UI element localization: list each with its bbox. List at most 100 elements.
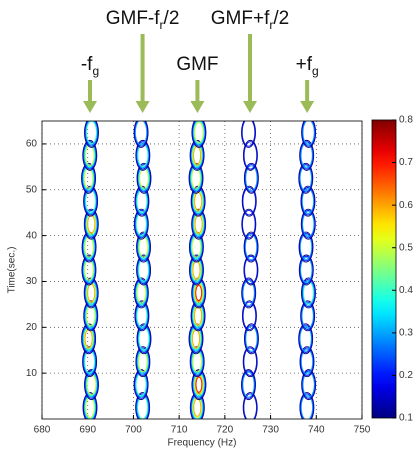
contour-line bbox=[138, 258, 149, 282]
contour-line bbox=[192, 121, 206, 147]
contour-line bbox=[82, 347, 97, 376]
contour-line bbox=[300, 393, 314, 419]
contour-line bbox=[135, 346, 151, 378]
contour-line bbox=[136, 254, 152, 286]
contour-line bbox=[298, 231, 314, 263]
contour-line bbox=[302, 279, 315, 306]
contour-line bbox=[299, 234, 313, 261]
contour-line bbox=[243, 393, 257, 419]
contour-line bbox=[299, 139, 315, 171]
contour-line bbox=[84, 369, 99, 401]
x-tick-label: 730 bbox=[262, 425, 279, 436]
contour-line bbox=[299, 232, 313, 262]
contour-line bbox=[298, 324, 313, 353]
x-tick-label: 720 bbox=[217, 425, 234, 436]
contour-line bbox=[299, 346, 315, 378]
contour-line bbox=[241, 300, 257, 332]
contour-line bbox=[192, 351, 202, 373]
colorbar-tick-label: 0.6 bbox=[399, 200, 413, 211]
contour-line bbox=[134, 121, 148, 147]
contour-line bbox=[194, 306, 203, 326]
x-tick-label: 690 bbox=[79, 425, 96, 436]
contour-line bbox=[244, 232, 258, 262]
contour-line bbox=[192, 304, 204, 328]
contour-line bbox=[301, 369, 317, 401]
annotation-part: -f bbox=[81, 54, 93, 75]
contour-line bbox=[83, 258, 95, 282]
contour-line bbox=[301, 121, 316, 147]
contour-line bbox=[135, 211, 148, 238]
arrow-head bbox=[83, 101, 97, 113]
annotation-part: /2 bbox=[273, 8, 289, 29]
contour-line bbox=[135, 393, 150, 419]
contour-line bbox=[137, 350, 149, 374]
annotation-part: +f bbox=[296, 54, 313, 75]
contour-line bbox=[301, 121, 317, 148]
contour-line bbox=[83, 348, 96, 375]
contour-line bbox=[300, 347, 314, 376]
contour-line bbox=[189, 139, 205, 171]
contour-line bbox=[300, 142, 313, 169]
contour-line bbox=[83, 141, 97, 170]
contour-line bbox=[136, 255, 151, 285]
contour-line bbox=[241, 370, 256, 399]
contour-line bbox=[134, 209, 149, 239]
contour-line bbox=[83, 166, 94, 190]
contour-line bbox=[300, 301, 315, 331]
contour-line bbox=[136, 304, 148, 328]
contour-line bbox=[135, 301, 149, 331]
contour-line bbox=[192, 260, 201, 280]
contour-line bbox=[86, 213, 96, 235]
contour-line bbox=[299, 392, 315, 419]
contour-line bbox=[82, 257, 96, 283]
contour-line bbox=[189, 165, 203, 192]
contour-line bbox=[138, 166, 150, 190]
contour-line bbox=[243, 347, 257, 376]
contour-line bbox=[133, 369, 149, 401]
contour-line bbox=[301, 188, 315, 215]
contour-line bbox=[82, 255, 96, 285]
contour-line bbox=[86, 305, 96, 327]
contour-line bbox=[195, 376, 203, 393]
contour-line bbox=[139, 167, 149, 189]
y-tick-label: 50 bbox=[26, 184, 38, 195]
contour-line bbox=[84, 121, 99, 147]
contour-line bbox=[84, 350, 96, 374]
contour-line bbox=[298, 162, 314, 194]
contour-line bbox=[301, 370, 316, 399]
contour-line bbox=[190, 166, 202, 190]
colorbar-tick-label: 0.4 bbox=[399, 285, 413, 296]
contour-line bbox=[299, 141, 314, 170]
contour-line bbox=[243, 141, 258, 170]
contour-line bbox=[242, 187, 257, 216]
plot-frame bbox=[41, 120, 363, 420]
contour-line bbox=[136, 142, 149, 169]
contour-line bbox=[191, 209, 206, 239]
colorbar-tick-label: 0.2 bbox=[399, 370, 413, 381]
contour-line bbox=[191, 302, 205, 329]
x-tick-label: 740 bbox=[308, 425, 325, 436]
contour-line bbox=[84, 302, 97, 329]
contour-line bbox=[302, 121, 315, 146]
contours bbox=[81, 121, 317, 419]
contour-line bbox=[191, 121, 207, 148]
contour-line bbox=[244, 164, 259, 193]
contour-line bbox=[136, 141, 150, 170]
contour-line bbox=[191, 258, 202, 282]
contour-line bbox=[301, 277, 316, 309]
annotation: +fg bbox=[296, 54, 319, 78]
contour-line bbox=[245, 325, 258, 352]
contour-line bbox=[241, 121, 256, 147]
contour-line bbox=[191, 259, 202, 281]
contour-line bbox=[83, 185, 99, 217]
colorbar-tick-label: 0.7 bbox=[399, 157, 413, 168]
contour-line bbox=[85, 304, 97, 328]
contour-line bbox=[195, 285, 203, 301]
contour-line bbox=[190, 300, 206, 332]
contour-line bbox=[194, 122, 204, 143]
contour-line bbox=[243, 254, 259, 286]
contour-line bbox=[191, 301, 205, 331]
contour-line bbox=[134, 278, 149, 308]
contour-line bbox=[133, 121, 149, 148]
